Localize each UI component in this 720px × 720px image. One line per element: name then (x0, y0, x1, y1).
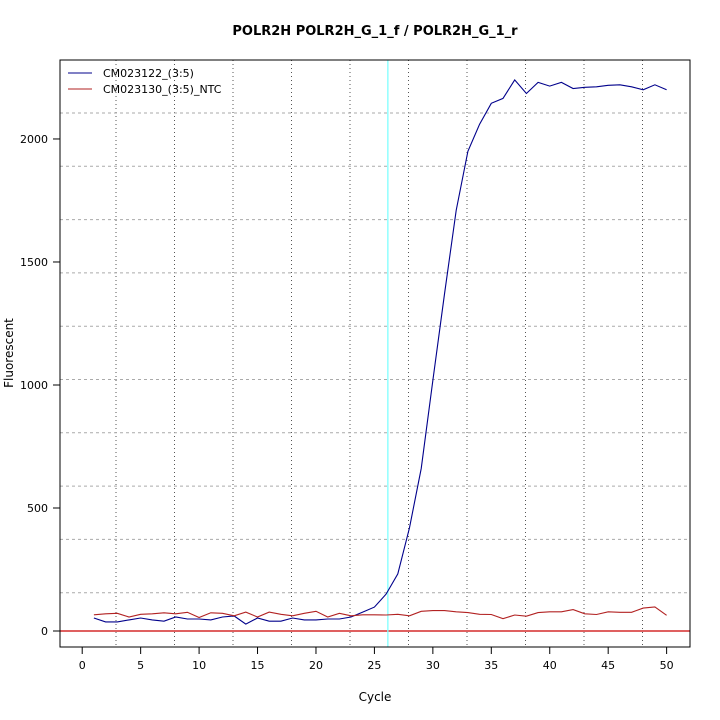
x-tick-label: 50 (660, 659, 674, 672)
y-axis-label: Fluorescent (2, 318, 16, 388)
legend-label-1: CM023122_(3:5) (103, 67, 194, 80)
y-tick-label: 1000 (20, 379, 48, 392)
x-tick-label: 20 (309, 659, 323, 672)
x-tick-label: 30 (426, 659, 440, 672)
chart-title: POLR2H POLR2H_G_1_f / POLR2H_G_1_r (232, 24, 518, 39)
plot-area (60, 60, 690, 647)
y-tick-label: 500 (27, 502, 48, 515)
legend: CM023122_(3:5) CM023130_(3:5)_NTC (68, 67, 222, 96)
y-tick-label: 0 (41, 625, 48, 638)
x-tick-label: 15 (251, 659, 265, 672)
x-tick-label: 25 (367, 659, 381, 672)
y-tick-label: 2000 (20, 133, 48, 146)
grid (60, 60, 690, 647)
y-tick-label: 1500 (20, 256, 48, 269)
x-tick-label: 5 (137, 659, 144, 672)
x-tick-label: 35 (484, 659, 498, 672)
x-tick-label: 10 (192, 659, 206, 672)
series-line-2 (93, 606, 667, 620)
x-tick-label: 0 (79, 659, 86, 672)
series-line-1 (93, 78, 667, 625)
plot-frame (59, 59, 691, 648)
legend-label-2: CM023130_(3:5)_NTC (103, 83, 222, 96)
x-tick-label: 40 (543, 659, 557, 672)
x-tick-label: 45 (601, 659, 615, 672)
x-axis-label: Cycle (359, 690, 392, 704)
